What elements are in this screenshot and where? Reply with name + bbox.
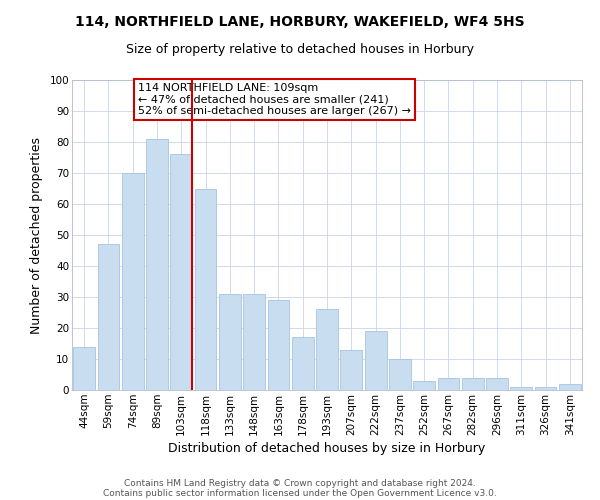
Text: Contains HM Land Registry data © Crown copyright and database right 2024.: Contains HM Land Registry data © Crown c… — [124, 478, 476, 488]
X-axis label: Distribution of detached houses by size in Horbury: Distribution of detached houses by size … — [169, 442, 485, 455]
Bar — [559, 384, 581, 390]
Bar — [170, 154, 192, 390]
Bar — [146, 139, 168, 390]
Bar — [389, 359, 411, 390]
Bar — [194, 188, 217, 390]
Bar — [268, 300, 289, 390]
Text: Contains public sector information licensed under the Open Government Licence v3: Contains public sector information licen… — [103, 488, 497, 498]
Text: 114, NORTHFIELD LANE, HORBURY, WAKEFIELD, WF4 5HS: 114, NORTHFIELD LANE, HORBURY, WAKEFIELD… — [75, 15, 525, 29]
Bar — [462, 378, 484, 390]
Bar — [73, 346, 95, 390]
Bar — [219, 294, 241, 390]
Bar — [437, 378, 460, 390]
Bar — [292, 338, 314, 390]
Text: 114 NORTHFIELD LANE: 109sqm
← 47% of detached houses are smaller (241)
52% of se: 114 NORTHFIELD LANE: 109sqm ← 47% of det… — [139, 83, 412, 116]
Text: Size of property relative to detached houses in Horbury: Size of property relative to detached ho… — [126, 42, 474, 56]
Bar — [243, 294, 265, 390]
Bar — [316, 310, 338, 390]
Y-axis label: Number of detached properties: Number of detached properties — [29, 136, 43, 334]
Bar — [413, 380, 435, 390]
Bar — [97, 244, 119, 390]
Bar — [340, 350, 362, 390]
Bar — [535, 387, 556, 390]
Bar — [486, 378, 508, 390]
Bar — [365, 331, 386, 390]
Bar — [122, 173, 143, 390]
Bar — [511, 387, 532, 390]
